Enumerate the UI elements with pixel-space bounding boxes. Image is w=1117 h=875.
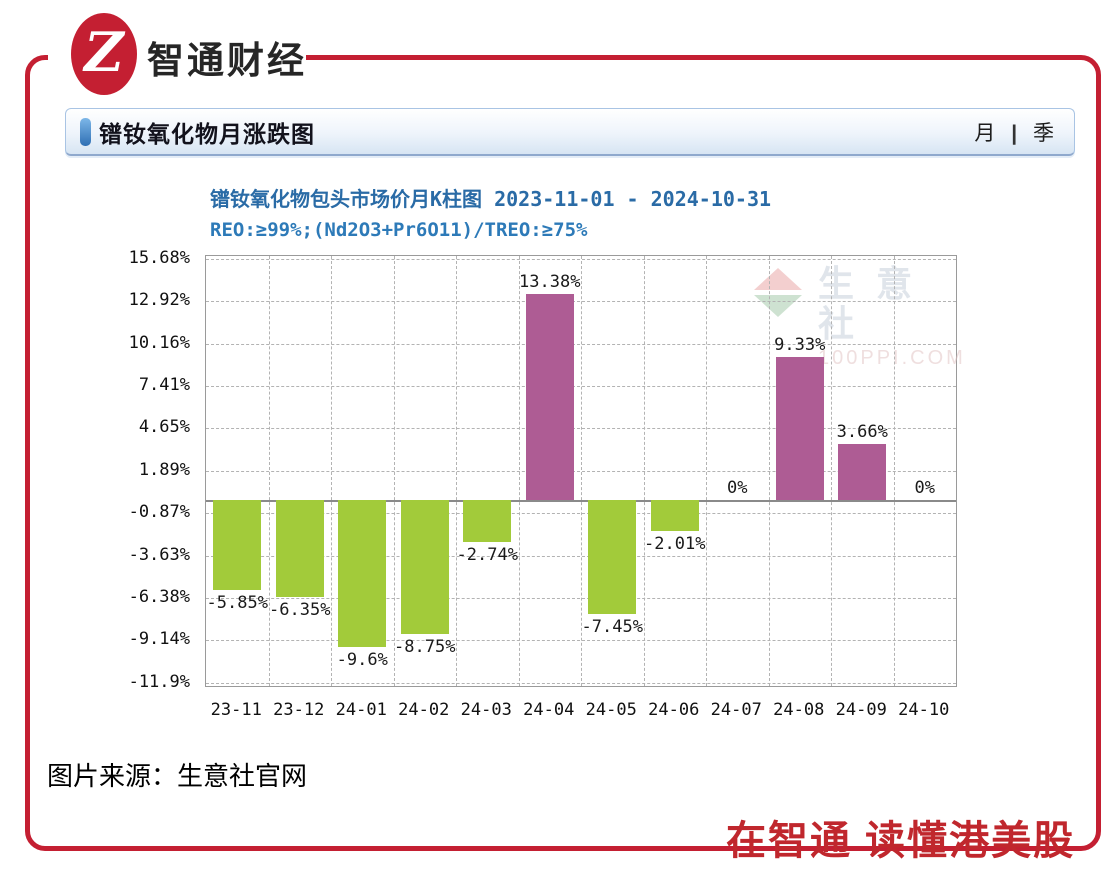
x-axis-label: 24-05 <box>585 700 637 720</box>
zhitong-logo: Z <box>71 13 137 95</box>
bar-23-12 <box>275 499 324 598</box>
v-gridline <box>331 256 332 686</box>
y-axis-label: -0.87% <box>128 502 190 523</box>
bar-value-label: 13.38% <box>519 272 581 293</box>
bar-24-05 <box>588 499 637 615</box>
v-gridline <box>831 256 832 686</box>
brand-slogan: 在智通 读懂港美股 <box>726 819 1076 863</box>
diamond-up-icon <box>754 268 802 290</box>
x-axis-label: 23-12 <box>273 700 325 720</box>
bar-chart-plot: 生意社 100PPI.COM -5.85% -6.35% -9.6% -8.75% -2… <box>205 255 963 687</box>
v-gridline <box>518 256 520 686</box>
y-axis-label: 15.68% <box>128 248 190 268</box>
bar-24-06 <box>650 499 699 531</box>
bar-value-label: -2.01% <box>644 533 706 554</box>
y-axis-label: -9.14% <box>128 629 190 650</box>
shengyishe-diamond-icon <box>754 264 802 317</box>
x-axis-label: 24-04 <box>523 700 575 720</box>
panel-header: 镨钕氧化物月涨跌图 月 | 季 <box>65 108 1075 156</box>
v-gridline <box>768 256 770 686</box>
x-axis-label: 24-10 <box>898 700 950 720</box>
v-gridline <box>706 256 707 686</box>
bar-24-09 <box>838 443 887 500</box>
x-axis-label: 24-03 <box>460 700 512 720</box>
zhitong-logo-monogram: Z <box>84 20 124 84</box>
bar-24-08 <box>775 356 824 500</box>
x-axis-label: 24-06 <box>648 700 700 720</box>
v-gridline <box>581 256 582 686</box>
period-toggle: 月 | 季 <box>974 117 1056 147</box>
v-gridline <box>643 256 645 686</box>
x-axis-label: 24-09 <box>835 700 887 720</box>
y-axis-label: 4.65% <box>138 417 190 438</box>
watermark-name: 生意社 <box>818 263 935 344</box>
bar-value-label: 3.66% <box>836 421 888 442</box>
period-quarter-link[interactable]: 季 <box>1033 121 1056 145</box>
y-axis-label: 7.41% <box>138 375 190 396</box>
x-axis-label: 24-02 <box>398 700 450 720</box>
y-axis-label: 10.16% <box>128 332 190 353</box>
bar-value-label: 9.33% <box>774 334 826 355</box>
zero-baseline <box>206 499 956 502</box>
watermark-site: 100PPI.COM <box>818 347 966 370</box>
bar-24-02 <box>400 499 449 635</box>
y-axis-label: 1.89% <box>138 459 190 480</box>
y-axis-label: -3.63% <box>128 544 190 565</box>
brand-name: 智通财经 <box>147 40 307 81</box>
bar-value-label: -5.85% <box>206 592 268 613</box>
bar-value-label: -7.45% <box>581 617 643 638</box>
brand-frame-border <box>25 55 1101 851</box>
chart-subtitle: REO:≥99%;(Nd2O3+Pr6O11)/TREO:≥75% <box>210 219 588 241</box>
v-gridline <box>456 256 457 686</box>
bar-23-11 <box>213 499 262 590</box>
y-axis-label: -11.9% <box>128 671 190 692</box>
period-separator: | <box>1011 121 1020 145</box>
bar-24-04 <box>525 294 574 500</box>
bar-value-label: 0% <box>727 477 748 498</box>
v-gridline <box>393 256 395 686</box>
diamond-down-icon <box>754 295 802 317</box>
v-gridline <box>268 256 270 686</box>
watermark-text: 生意社 100PPI.COM <box>818 264 966 370</box>
x-axis-label: 24-01 <box>335 700 387 720</box>
bar-24-01 <box>338 499 387 648</box>
bar-24-03 <box>463 499 512 542</box>
bar-value-label: 0% <box>914 477 935 498</box>
chart-title: 镨钕氧化物包头市场价月K柱图 2023-11-01 - 2024-10-31 <box>210 187 772 211</box>
x-axis-label: 24-07 <box>710 700 762 720</box>
y-axis-label: -6.38% <box>128 586 190 607</box>
image-source-caption: 图片来源：生意社官网 <box>47 762 308 791</box>
panel-title: 镨钕氧化物月涨跌图 <box>99 120 315 147</box>
y-axis-label: 12.92% <box>128 290 190 311</box>
bar-value-label: -9.6% <box>336 650 388 671</box>
bar-value-label: -2.74% <box>456 544 518 565</box>
frame-gap-bottom <box>652 833 1070 845</box>
bar-value-label: -6.35% <box>269 600 331 621</box>
title-pill-icon <box>80 117 91 146</box>
v-gridline <box>893 256 895 686</box>
period-month-link[interactable]: 月 <box>974 121 998 145</box>
x-axis-label: 23-11 <box>210 700 262 720</box>
x-axis-label: 24-08 <box>773 700 825 720</box>
bar-value-label: -8.75% <box>394 637 456 658</box>
